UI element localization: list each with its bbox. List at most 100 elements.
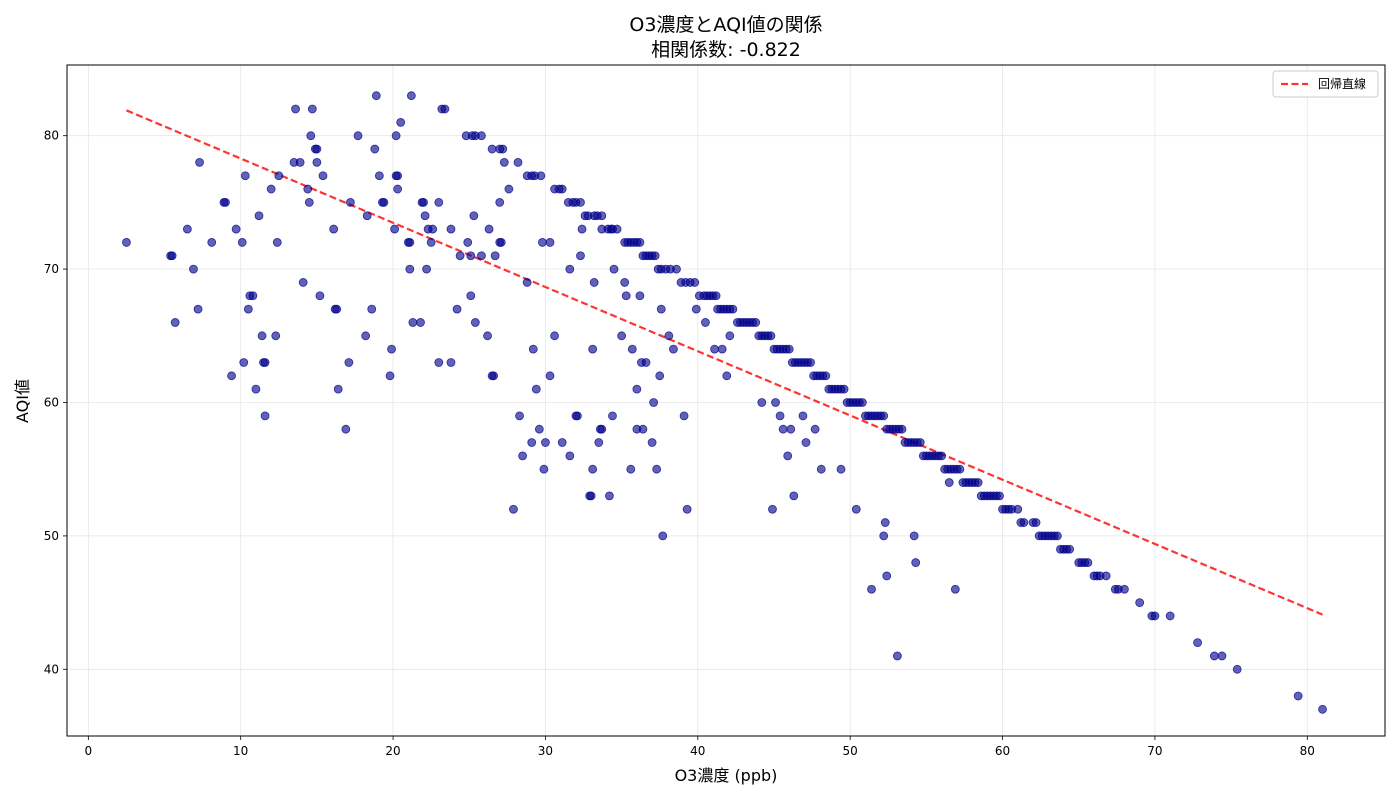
data-point <box>766 331 776 341</box>
data-point <box>635 238 645 247</box>
data-point <box>879 531 889 541</box>
x-tick-label: 60 <box>995 744 1010 758</box>
data-point <box>909 531 919 541</box>
data-point <box>522 278 532 287</box>
data-point <box>1135 598 1145 608</box>
data-point <box>390 224 399 234</box>
data-point <box>405 264 415 274</box>
data-point <box>638 424 648 434</box>
data-point <box>550 331 559 341</box>
data-point <box>260 411 270 421</box>
data-point <box>487 144 497 154</box>
data-point <box>495 198 505 207</box>
data-point <box>463 238 473 247</box>
data-point <box>588 344 598 354</box>
y-tick-label: 80 <box>44 129 59 143</box>
data-point <box>821 371 831 381</box>
data-point <box>717 344 727 354</box>
data-point <box>1031 518 1041 527</box>
data-point <box>1232 664 1242 674</box>
data-point <box>370 144 380 154</box>
data-point <box>836 464 846 474</box>
data-point <box>650 251 660 261</box>
data-point <box>682 504 692 514</box>
data-point <box>635 291 645 301</box>
data-point <box>626 464 636 474</box>
data-point <box>274 171 284 181</box>
data-point <box>652 464 662 474</box>
data-point <box>658 531 668 541</box>
data-point <box>391 131 401 141</box>
y-axis-ticks: 40 50 60 70 80 <box>44 129 67 676</box>
data-point <box>393 171 403 181</box>
data-point <box>257 331 267 341</box>
x-tick-label: 80 <box>1300 744 1315 758</box>
chart-title: O3濃度とAQI値の関係 <box>629 14 822 36</box>
data-point <box>318 171 328 181</box>
data-point <box>344 358 354 367</box>
data-point <box>751 318 761 327</box>
data-point <box>405 238 415 247</box>
data-point <box>867 584 876 594</box>
data-point <box>690 278 700 287</box>
data-point <box>295 157 305 167</box>
data-points <box>122 91 1327 714</box>
data-point <box>609 264 619 274</box>
data-point <box>329 224 339 234</box>
data-point <box>597 424 607 434</box>
data-point <box>531 384 541 394</box>
x-tick-label: 50 <box>843 744 858 758</box>
data-point <box>396 117 406 127</box>
data-point <box>227 371 236 381</box>
data-point <box>312 144 322 154</box>
data-point <box>237 238 247 247</box>
data-point <box>672 264 681 274</box>
data-point <box>537 238 547 247</box>
data-point <box>509 504 518 514</box>
data-point <box>1013 504 1023 514</box>
data-point <box>655 371 665 381</box>
data-point <box>221 198 230 207</box>
data-point <box>469 211 479 221</box>
data-point <box>597 211 607 221</box>
data-point <box>231 224 241 234</box>
data-point <box>393 184 403 194</box>
data-point <box>416 318 425 327</box>
data-point <box>189 264 198 274</box>
chart-subtitle: 相関係数: -0.822 <box>651 39 801 61</box>
data-point <box>1065 544 1074 554</box>
data-point <box>880 518 890 527</box>
grid-lines <box>67 65 1385 736</box>
data-point <box>649 398 659 407</box>
data-point <box>725 331 735 341</box>
data-point <box>882 571 892 581</box>
data-point <box>576 251 585 261</box>
data-point <box>679 411 689 421</box>
y-tick-label: 50 <box>44 529 59 543</box>
data-point <box>669 344 678 354</box>
data-point <box>504 184 514 194</box>
data-point <box>306 131 316 141</box>
data-point <box>371 91 381 101</box>
data-point <box>621 291 631 301</box>
data-point <box>627 344 637 354</box>
data-point <box>586 491 596 501</box>
data-point <box>789 491 799 501</box>
legend: 回帰直線 <box>1272 70 1379 98</box>
data-point <box>240 171 250 181</box>
data-point <box>499 157 509 167</box>
data-point <box>768 504 777 514</box>
data-point <box>711 291 721 301</box>
data-point <box>557 184 567 194</box>
data-point <box>1150 611 1160 621</box>
data-point <box>291 104 300 114</box>
y-tick-label: 70 <box>44 262 59 276</box>
data-point <box>374 171 384 181</box>
data-point <box>612 224 622 234</box>
data-point <box>477 251 486 261</box>
x-tick-label: 40 <box>690 744 705 758</box>
data-point <box>1318 704 1327 714</box>
data-point <box>518 451 527 461</box>
data-point <box>728 304 738 314</box>
y-axis-label: AQI値 <box>13 379 32 423</box>
